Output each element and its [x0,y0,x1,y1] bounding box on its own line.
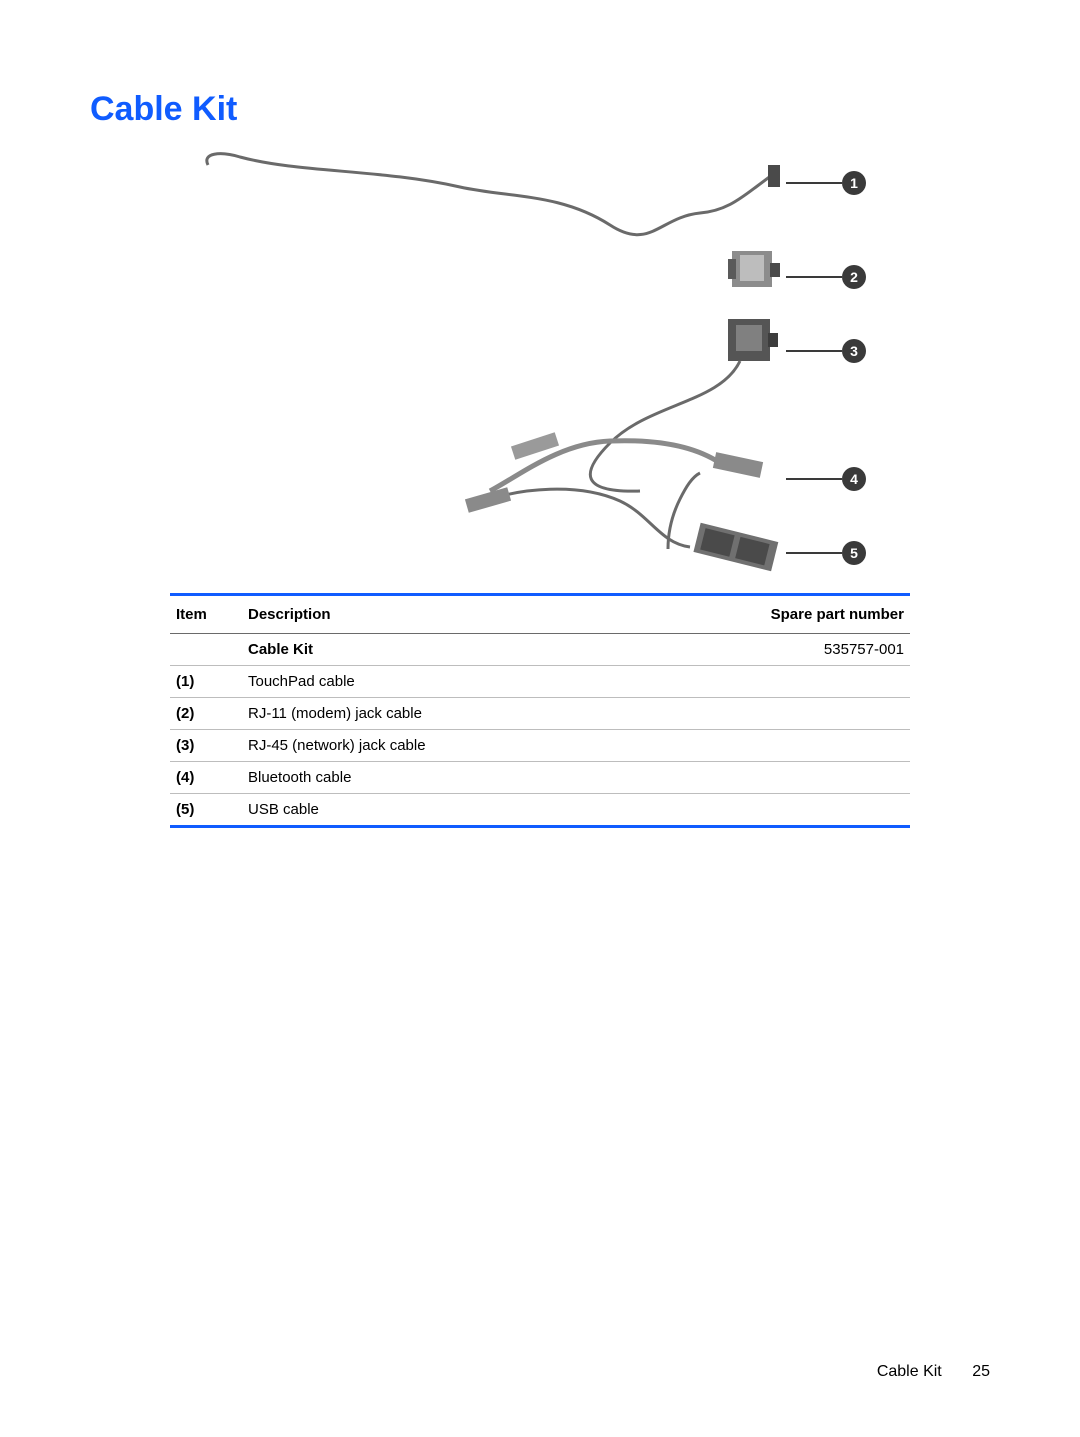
row-description: RJ-45 (network) jack cable [242,730,620,762]
callout-badge: 5 [842,541,866,565]
cable-kit-diagram: 1 2 3 4 5 [180,143,900,583]
page-footer: Cable Kit 25 [877,1363,990,1381]
table-row: (3)RJ-45 (network) jack cable [170,730,910,762]
table-row: (2)RJ-11 (modem) jack cable [170,698,910,730]
table-row: (4)Bluetooth cable [170,762,910,794]
header-spare: Spare part number [620,595,910,634]
callout-line [786,276,842,278]
table-row: (5)USB cable [170,794,910,827]
callout-badge: 1 [842,171,866,195]
row-spare [620,730,910,762]
kit-description: Cable Kit [242,634,620,666]
row-spare [620,666,910,698]
table-row: Cable Kit 535757-001 [170,634,910,666]
row-item: (4) [170,762,242,794]
row-spare [620,762,910,794]
row-spare [620,794,910,827]
table-row: (1)TouchPad cable [170,666,910,698]
kit-spare: 535757-001 [620,634,910,666]
row-item: (5) [170,794,242,827]
callout-line [786,478,842,480]
callout-badge: 2 [842,265,866,289]
row-item: (1) [170,666,242,698]
row-item: (2) [170,698,242,730]
parts-table: Item Description Spare part number Cable… [170,593,910,828]
row-item: (3) [170,730,242,762]
callout-line [786,350,842,352]
row-spare [620,698,910,730]
header-item: Item [170,595,242,634]
row-description: TouchPad cable [242,666,620,698]
footer-page-number: 25 [972,1363,990,1380]
table-body: Cable Kit 535757-001 (1)TouchPad cable(2… [170,634,910,827]
diagram-svg [180,143,900,583]
table-header-row: Item Description Spare part number [170,595,910,634]
callout-line [786,182,842,184]
callout-line [786,552,842,554]
page-title: Cable Kit [90,90,990,129]
callout-badge: 3 [842,339,866,363]
header-description: Description [242,595,620,634]
row-description: USB cable [242,794,620,827]
row-description: Bluetooth cable [242,762,620,794]
row-description: RJ-11 (modem) jack cable [242,698,620,730]
callout-badge: 4 [842,467,866,491]
footer-label: Cable Kit [877,1363,942,1380]
